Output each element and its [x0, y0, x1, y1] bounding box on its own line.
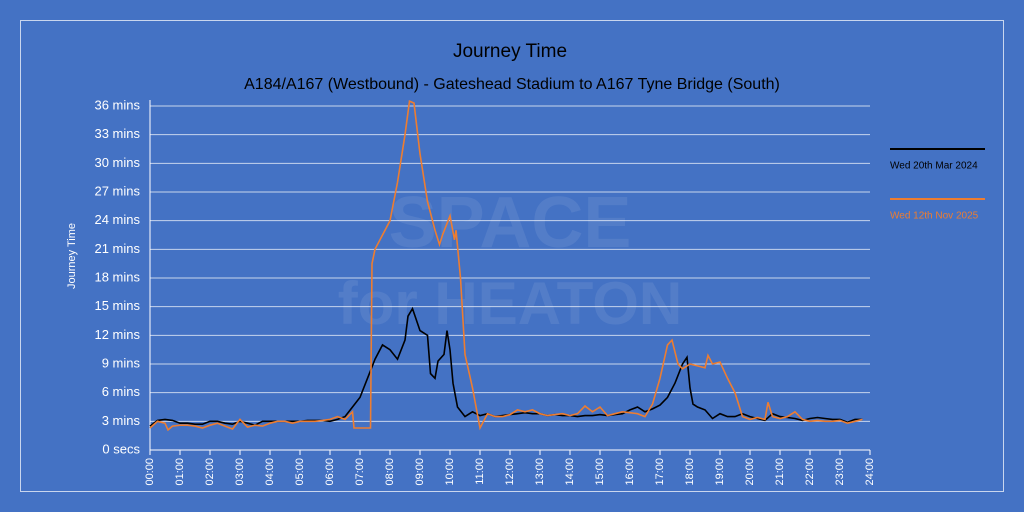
x-tick-label: 13:00	[534, 458, 546, 486]
x-tick-label: 11:00	[474, 458, 486, 485]
x-tick-label: 12:00	[504, 458, 516, 486]
x-tick-label: 02:00	[204, 458, 216, 486]
chart-border	[20, 20, 1004, 492]
y-tick-label: 3 mins	[102, 413, 141, 428]
watermark: for HEATON	[338, 270, 682, 337]
x-tick-label: 21:00	[774, 458, 786, 486]
y-tick-label: 36 mins	[94, 97, 140, 112]
y-tick-label: 21 mins	[94, 241, 140, 256]
x-tick-label: 22:00	[804, 458, 816, 486]
y-tick-label: 9 mins	[102, 355, 141, 370]
x-tick-label: 23:00	[834, 458, 846, 486]
x-tick-label: 06:00	[324, 458, 336, 486]
y-tick-label: 27 mins	[94, 183, 140, 198]
chart-title: Journey Time	[453, 41, 567, 62]
series-line	[149, 100, 863, 432]
x-tick-label: 03:00	[234, 458, 246, 486]
legend-label: Wed 20th Mar 2024	[890, 161, 978, 172]
y-tick-label: 24 mins	[94, 212, 140, 227]
x-tick-label: 05:00	[294, 458, 306, 486]
x-tick-label: 17:00	[654, 458, 666, 486]
x-tick-label: 04:00	[264, 458, 276, 486]
y-axis-label: Journey Time	[66, 223, 78, 289]
watermark: SPACE	[389, 183, 632, 263]
x-tick-label: 15:00	[594, 458, 606, 486]
x-tick-label: 16:00	[624, 458, 636, 486]
chart-subtitle: A184/A167 (Westbound) - Gateshead Stadiu…	[244, 76, 780, 93]
x-tick-label: 08:00	[384, 458, 396, 486]
x-tick-label: 20:00	[744, 458, 756, 486]
x-tick-label: 01:00	[174, 458, 186, 486]
y-tick-label: 18 mins	[94, 269, 140, 284]
y-tick-label: 0 secs	[102, 441, 140, 456]
x-tick-label: 19:00	[714, 458, 726, 486]
x-tick-label: 24:00	[864, 458, 876, 486]
x-tick-label: 14:00	[564, 458, 576, 486]
y-tick-label: 12 mins	[94, 327, 140, 342]
y-tick-label: 15 mins	[94, 298, 140, 313]
x-tick-label: 18:00	[684, 458, 696, 486]
y-tick-label: 30 mins	[94, 155, 140, 170]
x-tick-label: 00:00	[144, 458, 156, 486]
y-tick-label: 6 mins	[102, 384, 141, 399]
x-tick-label: 10:00	[444, 458, 456, 486]
x-tick-label: 07:00	[354, 458, 366, 486]
y-tick-label: 33 mins	[94, 126, 140, 141]
x-tick-label: 09:00	[414, 458, 426, 486]
legend-label: Wed 12th Nov 2025	[890, 211, 979, 222]
